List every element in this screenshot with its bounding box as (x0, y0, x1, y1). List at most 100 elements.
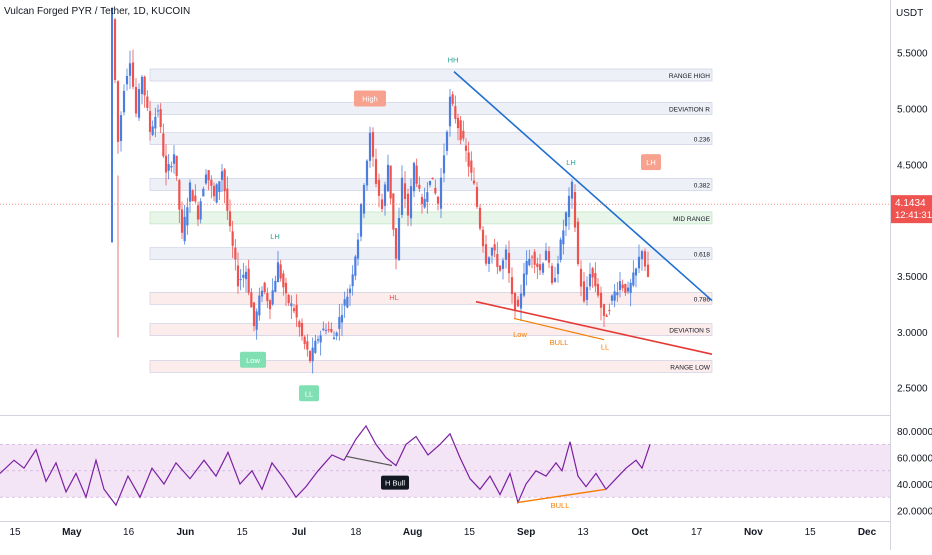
candle-body (550, 265, 554, 283)
candle-body (327, 329, 330, 331)
candle-body (128, 63, 132, 76)
marker-label: LH (270, 232, 280, 241)
candle-body (338, 316, 341, 329)
candle-body (371, 132, 375, 157)
level-label: DEVIATION R (669, 107, 710, 114)
candle-body (643, 251, 647, 267)
candle-body (324, 330, 328, 332)
candle-body (445, 131, 449, 151)
marker-label: HH (448, 55, 459, 64)
marker-badge (299, 385, 319, 402)
time-tick-label: Oct (631, 527, 648, 538)
candle-body (223, 169, 226, 192)
candle-body (274, 280, 277, 292)
candle-body (335, 332, 338, 337)
candle-body (547, 251, 551, 263)
candle-body (493, 244, 496, 251)
candle-body (311, 347, 314, 362)
candle-body (536, 263, 539, 267)
candle-body (194, 195, 197, 202)
marker-badge (240, 351, 266, 368)
marker-label: BULL (550, 338, 569, 347)
candle-body (196, 205, 200, 220)
candle-body (459, 120, 462, 141)
candle-body (226, 188, 229, 211)
candle-body (596, 283, 600, 296)
candle-body (199, 201, 202, 220)
candle-body (436, 196, 440, 204)
candle-body (356, 239, 360, 259)
candle-body (579, 268, 583, 287)
candle-body (332, 337, 336, 340)
candle-body (250, 292, 253, 308)
time-tick-label: Jul (292, 527, 307, 538)
candle-body (204, 174, 208, 184)
rsi-marker-badge (381, 475, 409, 490)
candle-body (207, 170, 210, 181)
candle-body (594, 273, 597, 287)
candle-body (340, 315, 344, 323)
candle-body (368, 132, 372, 161)
candle-body (406, 193, 410, 216)
candle-body (646, 264, 650, 278)
time-tick-label: 16 (123, 527, 135, 538)
marker-label: Low (513, 330, 527, 339)
candle-body (151, 126, 154, 135)
bull-divergence-line (513, 317, 605, 341)
candle-body (556, 263, 560, 275)
candle-body (314, 340, 317, 353)
candle-body (394, 228, 398, 259)
candle-body (143, 76, 146, 96)
countdown-label: 12:41:31 (895, 210, 932, 221)
candle-body (522, 273, 526, 296)
candle-body (210, 179, 213, 186)
marker-label: LL (601, 342, 609, 351)
level-band (149, 132, 713, 145)
candle-body (426, 192, 429, 202)
candle-body (541, 263, 545, 273)
candle-body (525, 260, 528, 275)
current-price-label: 4.1434 (895, 198, 926, 209)
candle-body (423, 198, 426, 208)
candle-body (397, 217, 401, 261)
candle-body (346, 296, 349, 308)
candle-body (156, 110, 160, 112)
rsi-tick-label: 20.0000 (897, 506, 932, 517)
time-tick-label: 18 (350, 527, 362, 538)
candle-body (428, 180, 432, 185)
candle-body (616, 292, 619, 296)
candle-body (510, 277, 514, 295)
candle-body (119, 115, 123, 142)
candle-body (258, 295, 261, 316)
candle-body (409, 186, 413, 219)
candle-body (490, 247, 494, 256)
marker-label: LH (646, 158, 656, 167)
candle-body (530, 256, 534, 258)
price-tick-label: 5.5000 (897, 49, 928, 60)
candle-body (420, 197, 424, 204)
candle-body (442, 155, 446, 174)
candle-body (140, 76, 144, 95)
candle-body (377, 179, 381, 196)
candle-body (263, 282, 266, 292)
candle-body (282, 273, 285, 288)
candle-body (610, 295, 614, 301)
candle-body (268, 300, 272, 310)
candle-body (624, 283, 627, 294)
candle-body (496, 254, 499, 267)
candle-body (576, 221, 580, 265)
candle-body (220, 171, 224, 180)
rsi-bull-divergence-line (517, 488, 607, 504)
candle-body (183, 216, 186, 242)
candle-body (231, 231, 234, 246)
candle-body (300, 322, 304, 337)
candle-body (472, 180, 476, 184)
candle-body (454, 106, 457, 119)
marker-label: LL (305, 389, 313, 398)
level-label: 0.786 (694, 296, 711, 303)
candle-body (602, 304, 606, 316)
candle-body (626, 287, 630, 292)
candle-body (400, 177, 404, 215)
